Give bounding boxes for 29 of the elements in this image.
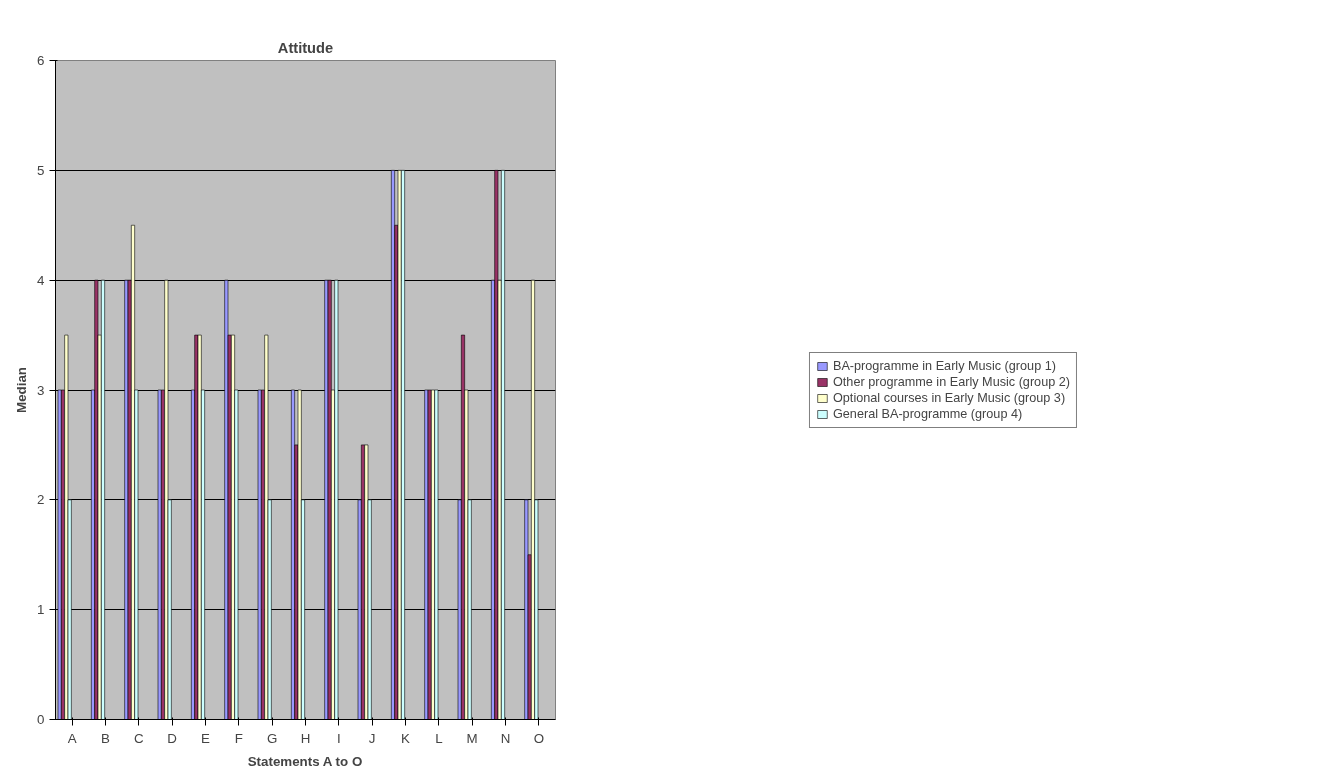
y-tick-label: 4 <box>37 272 46 288</box>
y-tick-label: 6 <box>37 53 45 68</box>
y-tick-label: 1 <box>37 602 45 618</box>
x-tick-label: N <box>500 730 511 746</box>
legend-label: BA-programme in Early Music (group 1) <box>832 358 1056 373</box>
x-tick-label: E <box>201 730 211 746</box>
x-tick-label: H <box>300 730 311 746</box>
x-tick-label: J <box>368 730 376 746</box>
legend-label: Other programme in Early Music (group 2) <box>832 374 1071 389</box>
x-tick-label: M <box>466 730 478 746</box>
x-tick-label: A <box>67 730 77 746</box>
x-tick-label: B <box>101 730 111 746</box>
y-tick-label: 3 <box>37 382 45 398</box>
x-tick-label: I <box>336 730 341 746</box>
y-tick-label: 0 <box>37 712 45 727</box>
x-tick-label: L <box>435 730 443 746</box>
y-tick-label: 2 <box>37 492 45 508</box>
x-tick-label: D <box>167 730 177 746</box>
legend-label: Optional courses in Early Music (group 3) <box>832 390 1066 405</box>
legend-label: General BA-programme (group 4) <box>832 406 1023 421</box>
chart-title: Attitude <box>277 39 334 56</box>
y-tick-label: 5 <box>37 162 45 178</box>
x-tick-label: O <box>533 730 545 746</box>
x-tick-label: G <box>266 730 278 746</box>
x-tick-label: F <box>234 730 243 746</box>
x-tick-label: C <box>134 730 145 746</box>
x-axis-title: Statements A to O <box>247 753 363 769</box>
x-tick-label: K <box>401 730 411 746</box>
y-axis-title: Median <box>14 367 30 413</box>
